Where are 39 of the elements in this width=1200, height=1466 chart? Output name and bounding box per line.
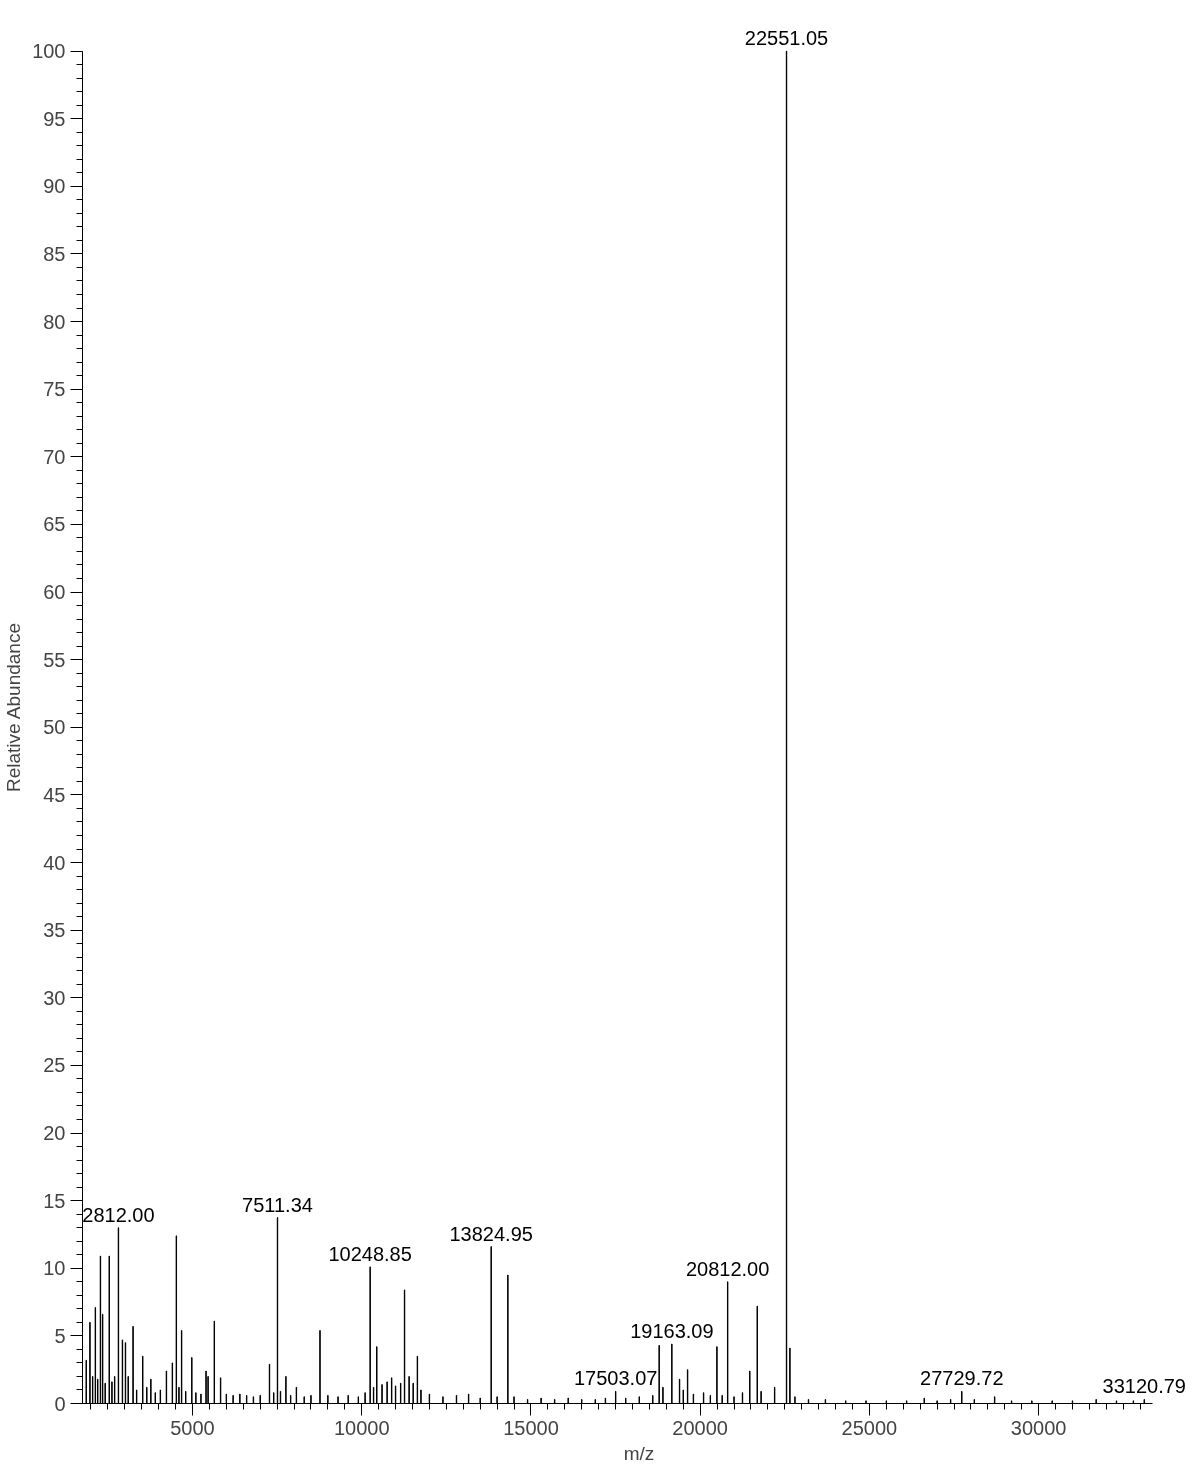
y-tick-label: 0 xyxy=(54,1392,66,1415)
y-axis-title: Relative Abundance xyxy=(3,623,25,793)
annotation: 27729.72 xyxy=(920,1367,1004,1390)
x-tick-label: 25000 xyxy=(841,1416,898,1439)
y-tick-label: 60 xyxy=(43,581,66,604)
y-tick-label: 25 xyxy=(43,1054,66,1077)
y-tick-label: 85 xyxy=(43,242,66,265)
annotation: 13824.95 xyxy=(449,1222,533,1245)
x-axis-title: m/z xyxy=(623,1442,655,1464)
y-tick-label: 55 xyxy=(43,648,66,671)
y-tick-label: 40 xyxy=(43,851,66,874)
y-tick-label: 65 xyxy=(43,513,66,536)
y-tick-label: 100 xyxy=(32,40,66,63)
y-tick-label: 10 xyxy=(43,1257,66,1280)
y-tick-label: 15 xyxy=(43,1189,66,1212)
annotation: 33120.79 xyxy=(1102,1375,1186,1398)
y-tick-label: 20 xyxy=(43,1122,66,1145)
y-tick-label: 30 xyxy=(43,986,66,1009)
y-tick-label: 90 xyxy=(43,175,66,198)
x-tick-label: 5000 xyxy=(170,1416,215,1439)
annotation: 7511.34 xyxy=(242,1193,313,1216)
y-tick-label: 75 xyxy=(43,378,66,401)
annotation: 19163.09 xyxy=(630,1319,714,1342)
y-tick-label: 95 xyxy=(43,107,66,130)
y-tick-label: 45 xyxy=(43,783,66,806)
y-tick-label: 50 xyxy=(43,716,66,739)
y-tick-label: 70 xyxy=(43,445,66,468)
y-tick-label: 5 xyxy=(54,1324,66,1347)
annotation: 10248.85 xyxy=(328,1242,412,1265)
annotation: 17503.07 xyxy=(573,1367,658,1390)
annotation: 2812.00 xyxy=(82,1203,155,1226)
x-tick-label: 10000 xyxy=(333,1416,390,1439)
annotation: 20812.00 xyxy=(685,1257,770,1280)
x-tick-label: 30000 xyxy=(1010,1416,1067,1439)
annotation: 22551.05 xyxy=(744,27,829,50)
y-tick-label: 80 xyxy=(43,310,66,333)
x-tick-label: 15000 xyxy=(503,1416,559,1439)
y-tick-label: 35 xyxy=(43,919,66,942)
x-tick-label: 20000 xyxy=(672,1416,728,1439)
